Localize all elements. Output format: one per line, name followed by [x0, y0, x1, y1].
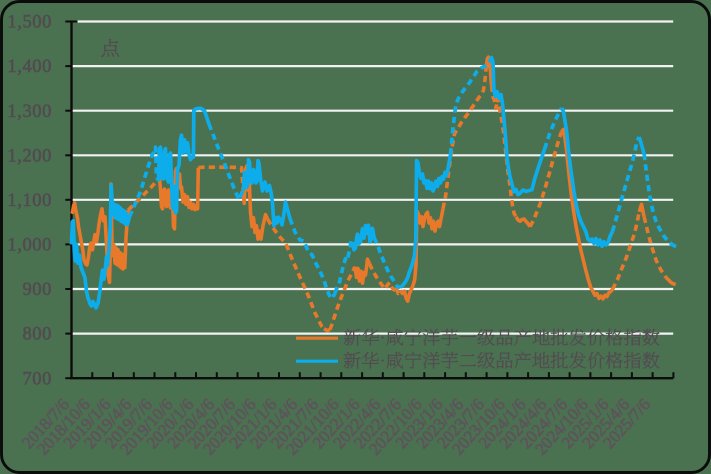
svg-text:1,100: 1,100: [7, 191, 52, 211]
svg-text:1,200: 1,200: [7, 146, 52, 166]
svg-text:900: 900: [22, 280, 52, 300]
svg-text:700: 700: [22, 369, 52, 389]
svg-text:1,500: 1,500: [7, 13, 52, 33]
svg-text:1,400: 1,400: [7, 57, 52, 77]
svg-text:1,000: 1,000: [7, 236, 52, 256]
svg-text:1,300: 1,300: [7, 102, 52, 122]
svg-text:800: 800: [22, 325, 52, 345]
